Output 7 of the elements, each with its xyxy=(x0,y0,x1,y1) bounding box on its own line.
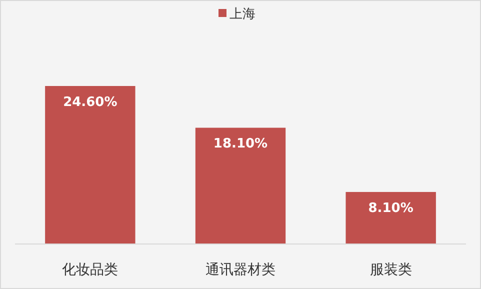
x-tick-label: 服装类 xyxy=(370,262,412,278)
data-label: 24.60% xyxy=(63,95,118,110)
data-label: 8.10% xyxy=(368,200,414,216)
data-label: 18.10% xyxy=(213,136,268,152)
x-tick-label: 化妆品类 xyxy=(62,262,118,278)
legend-label: 上海 xyxy=(230,7,256,22)
x-tick-label: 通讯器材类 xyxy=(206,262,276,278)
